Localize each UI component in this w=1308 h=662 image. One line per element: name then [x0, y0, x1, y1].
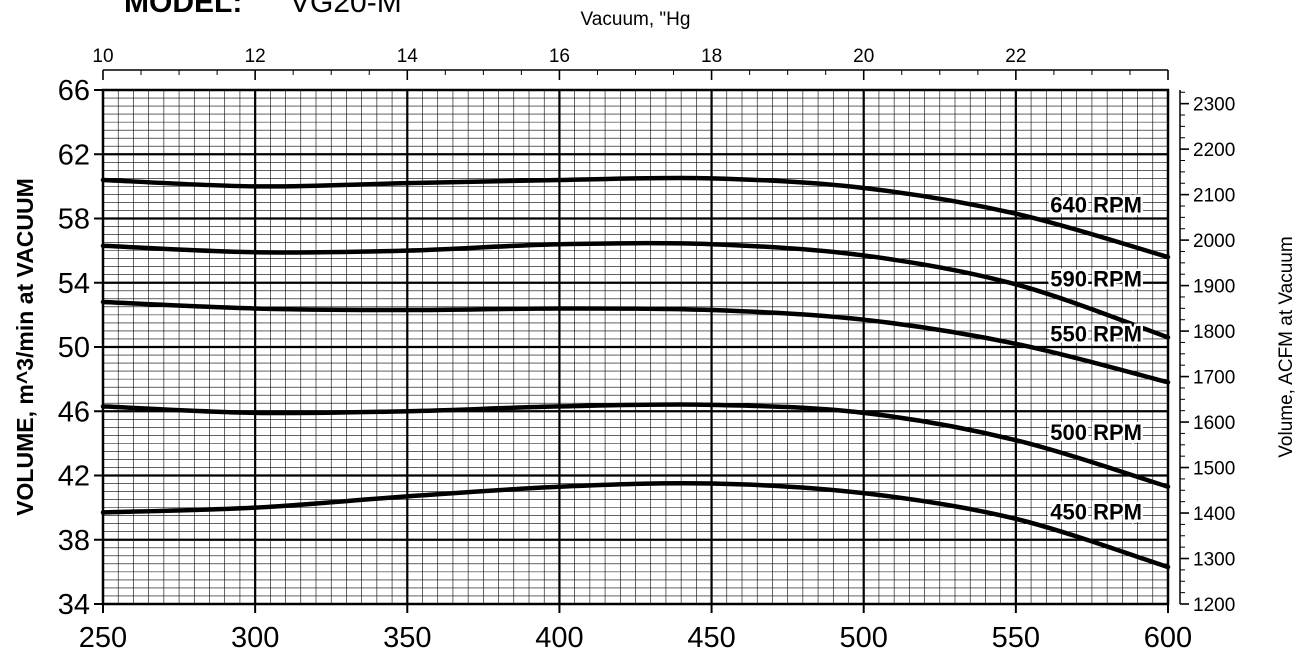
right-tick-label: 2100	[1193, 186, 1235, 207]
x-tick-label: 500	[840, 622, 888, 654]
right-tick-label: 1400	[1193, 504, 1235, 525]
top-tick-label: 18	[701, 46, 722, 67]
top-axis-title: Vacuum, "Hg	[581, 9, 691, 30]
right-tick-label: 2000	[1193, 231, 1235, 252]
series-label-3: 500 RPM	[1050, 420, 1142, 445]
bottom-axis: 250 300 350 400 450 500 550 600	[79, 604, 1192, 654]
top-tick-label: 16	[549, 46, 570, 67]
series-labels: 640 RPM 590 RPM 550 RPM 500 RPM 450 RPM	[1048, 190, 1145, 527]
series-label-1: 590 RPM	[1050, 266, 1142, 291]
major-grid	[103, 90, 1168, 604]
right-tick-label: 1700	[1193, 368, 1235, 389]
top-tick-label: 10	[92, 46, 113, 67]
right-tick-label: 1500	[1193, 459, 1235, 480]
right-tick-label: 2200	[1193, 140, 1235, 161]
right-axis-title: Volume, ACFM at Vacuum	[1276, 236, 1297, 457]
x-tick-label: 600	[1144, 622, 1192, 654]
model-value: VG20-M	[290, 0, 402, 19]
series-layer	[100, 175, 1171, 570]
right-tick-label: 1900	[1193, 277, 1235, 298]
right-tick-label: 2300	[1193, 95, 1235, 116]
left-axis: 34 38 42 46 50 54 58 62 66 VOLUME, m^3/min at VAC…	[12, 75, 103, 621]
top-tick-label: 12	[245, 46, 266, 67]
series-label-0: 640 RPM	[1050, 193, 1142, 218]
y-tick-label: 54	[58, 268, 90, 300]
series-line-0	[100, 175, 1171, 260]
x-tick-label: 400	[535, 622, 583, 654]
right-tick-label: 1300	[1193, 550, 1235, 571]
y-tick-label: 62	[58, 139, 90, 171]
top-tick-label: 20	[853, 46, 874, 67]
x-tick-label: 450	[687, 622, 735, 654]
series-line-2	[100, 299, 1171, 385]
right-axis: 1200 1300 1400 1500 1600 1700 1800 1900 2000 2100…	[1179, 90, 1297, 616]
y-tick-label: 34	[58, 589, 90, 621]
top-tick-label: 14	[397, 46, 419, 67]
y-tick-label: 38	[58, 525, 90, 557]
right-tick-label: 1200	[1193, 595, 1235, 616]
x-tick-label: 300	[231, 622, 279, 654]
y-tick-label: 66	[58, 75, 90, 107]
x-tick-label: 350	[383, 622, 431, 654]
series-line-1	[100, 240, 1171, 340]
x-tick-label: 250	[79, 622, 127, 654]
series-line-3	[100, 402, 1171, 489]
right-tick-label: 1600	[1193, 413, 1235, 434]
y-tick-label: 42	[58, 461, 90, 493]
right-tick-label: 1800	[1193, 322, 1235, 343]
y-tick-label: 46	[58, 396, 90, 428]
y-tick-label: 50	[58, 332, 90, 364]
series-label-2: 550 RPM	[1050, 321, 1142, 346]
series-line-4	[100, 481, 1171, 570]
y-tick-label: 58	[58, 204, 90, 236]
y-axis-title: VOLUME, m^3/min at VACUUM	[12, 178, 38, 516]
model-label: MODEL:	[124, 0, 243, 19]
x-tick-label: 550	[992, 622, 1040, 654]
top-tick-label: 22	[1005, 46, 1026, 67]
series-label-4: 450 RPM	[1050, 499, 1142, 524]
top-axis: 10 12 14 16 18 20 22 Vacuum, "Hg	[92, 9, 1169, 80]
